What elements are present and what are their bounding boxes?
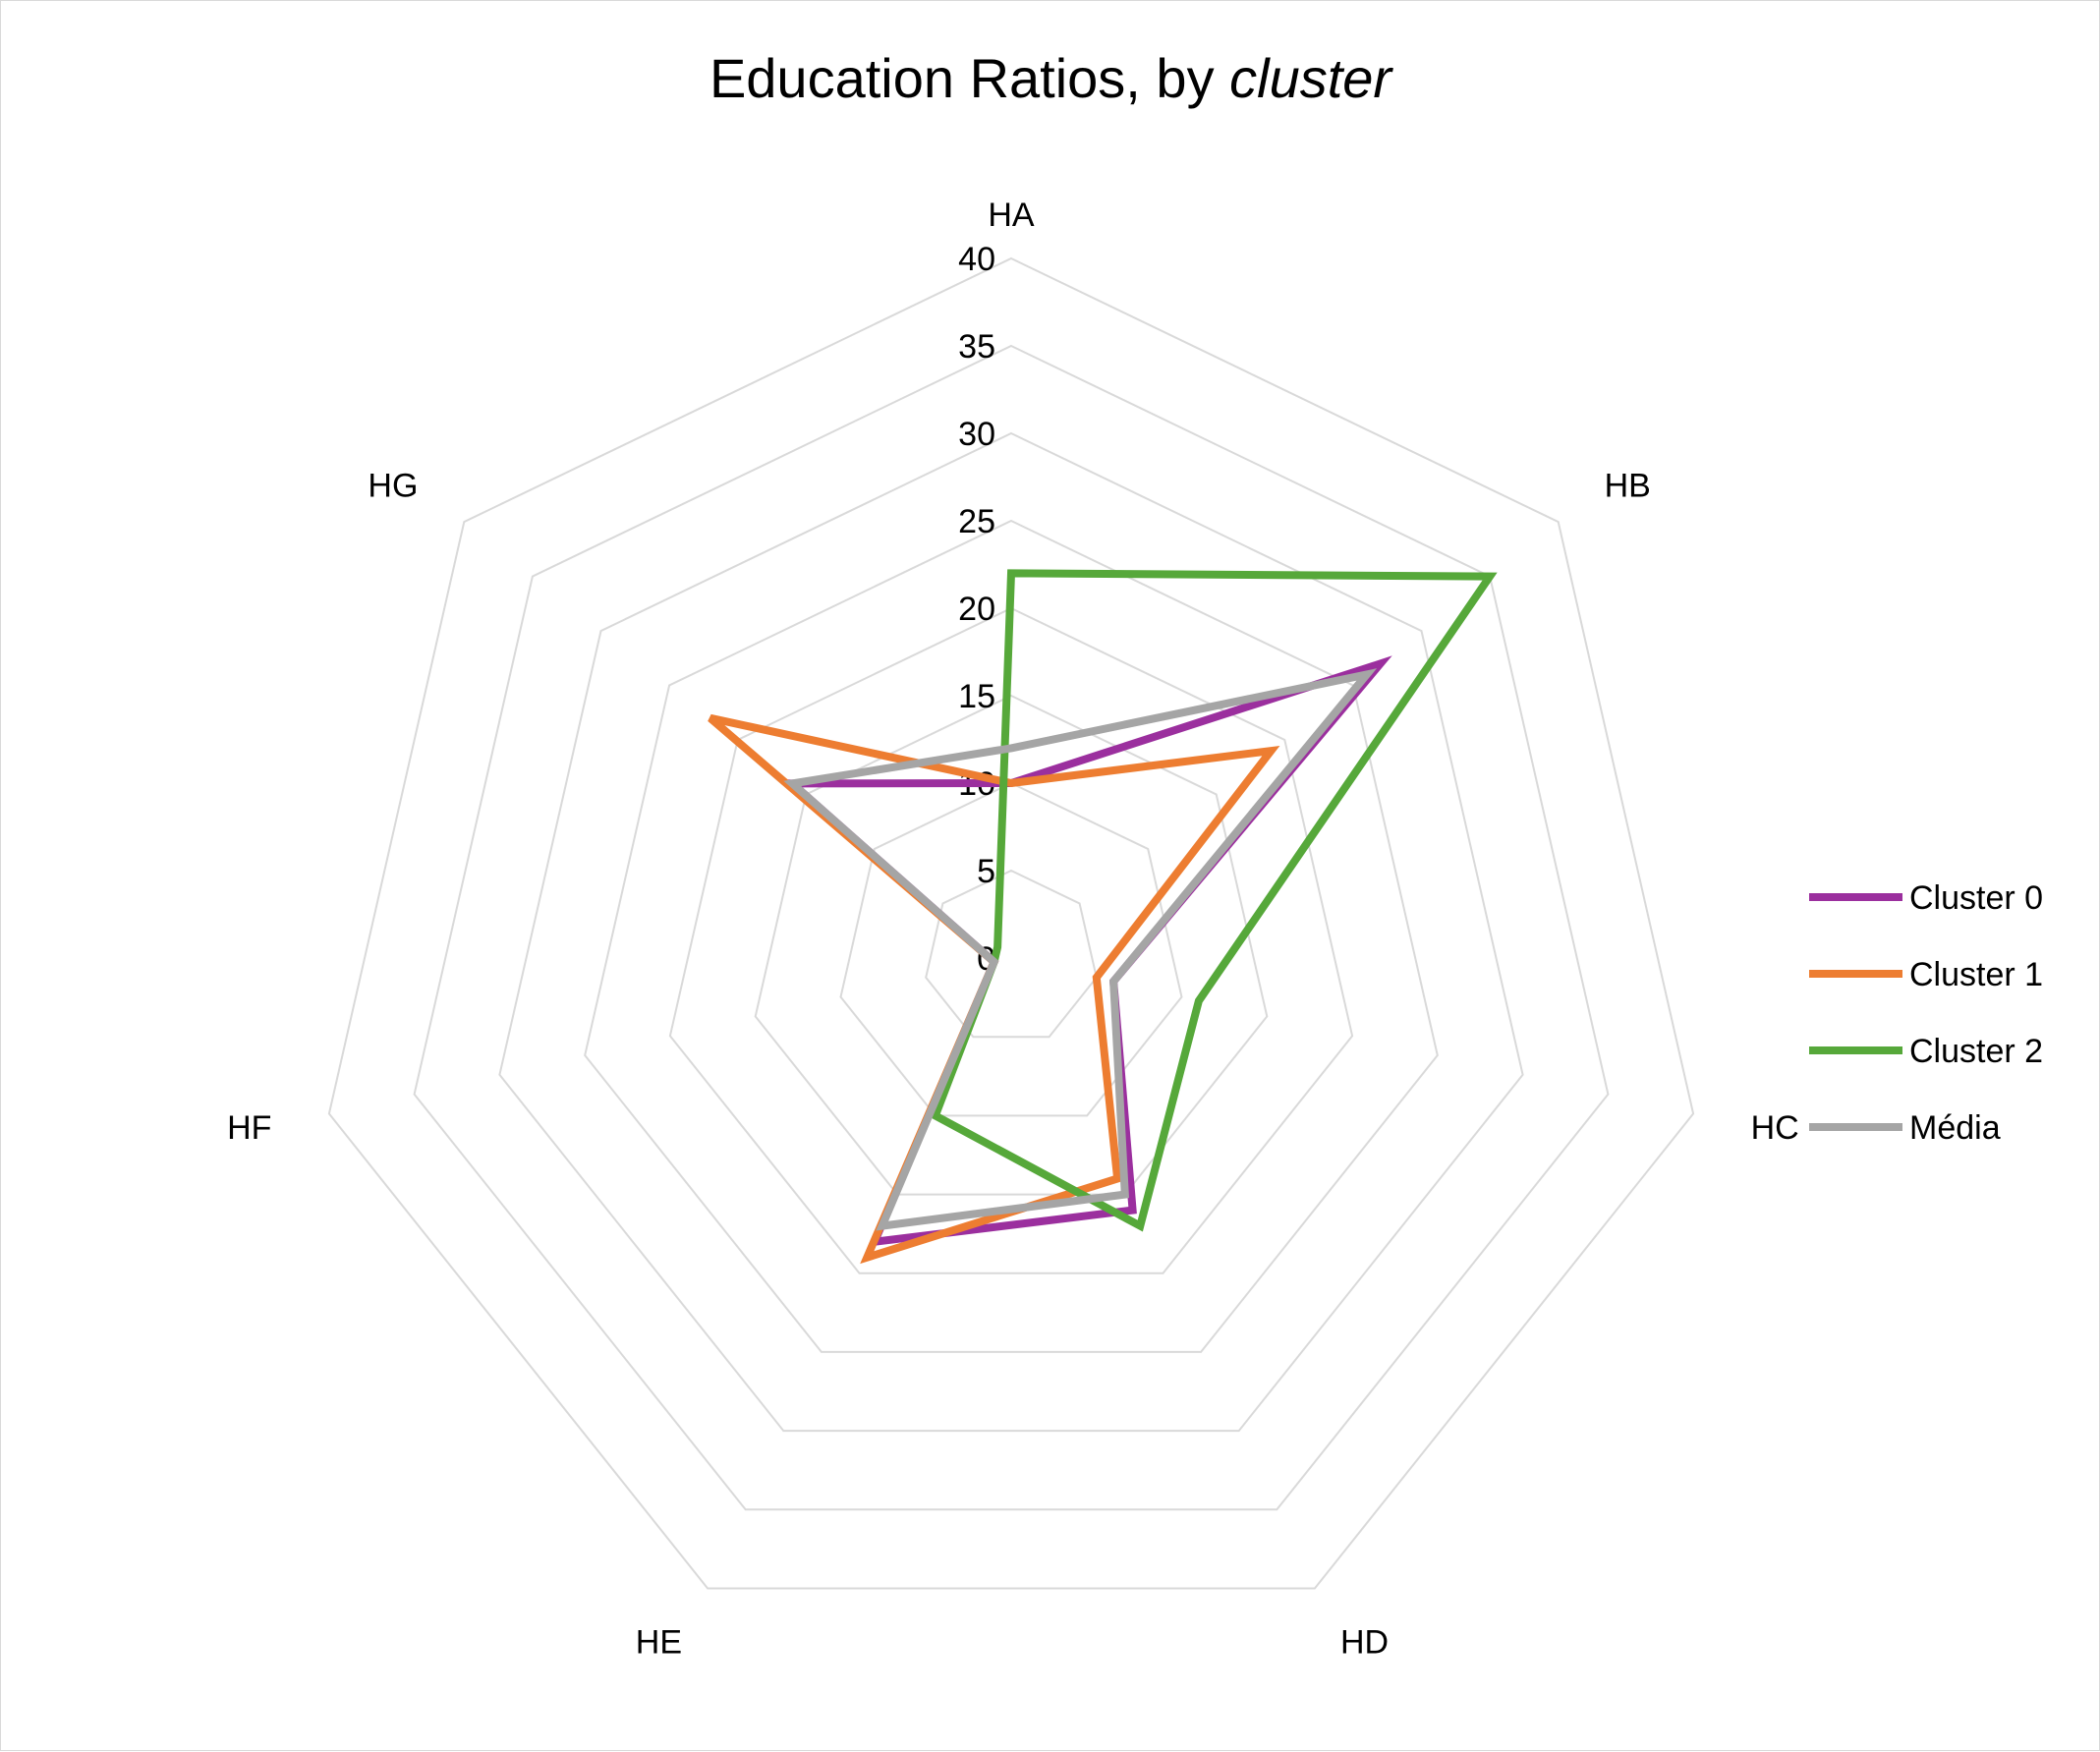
axis-label-hc: HC	[1751, 1109, 1799, 1147]
tick-label: 5	[977, 853, 995, 890]
legend-label: Cluster 2	[1909, 1033, 2043, 1070]
grid-ring	[413, 344, 1610, 1511]
tick-label: 30	[958, 416, 995, 453]
grid-ring	[584, 519, 1439, 1353]
tick-label: 15	[958, 678, 995, 715]
grid-ring	[327, 256, 1695, 1590]
grid-ring	[754, 694, 1269, 1196]
series-line-cluster-2	[930, 569, 1498, 1232]
chart-title: Education Ratios, by cluster	[709, 47, 1393, 109]
tick-label: 35	[958, 328, 995, 366]
grid-ring	[668, 606, 1354, 1274]
legend-label: Média	[1909, 1109, 2001, 1147]
axis-label-hb: HB	[1605, 468, 1651, 505]
axis-label-he: HE	[636, 1624, 682, 1662]
chart-title-main: Education Ratios, by	[709, 47, 1229, 109]
legend-label: Cluster 1	[1909, 956, 2043, 993]
chart-title-italic: cluster	[1229, 47, 1393, 109]
tick-label: 20	[958, 591, 995, 628]
grid-ring	[925, 869, 1098, 1039]
category-axis-labels: HA HB HC HD HE HF HG	[227, 197, 1799, 1662]
grid-ring	[498, 431, 1524, 1433]
grid-ring	[839, 781, 1183, 1117]
axis-label-hd: HD	[1340, 1624, 1389, 1662]
series-line-cluster-1	[708, 713, 1280, 1265]
series-line-cluster-0	[781, 655, 1392, 1247]
tick-label: 40	[958, 241, 995, 278]
series-lines	[708, 569, 1498, 1265]
radar-grid	[327, 256, 1695, 1590]
axis-label-ha: HA	[988, 197, 1035, 234]
legend-label: Cluster 0	[1909, 879, 2043, 917]
axis-label-hg: HG	[368, 468, 418, 505]
legend: Cluster 0 Cluster 1 Cluster 2 Média	[1809, 879, 2043, 1147]
axis-label-hf: HF	[227, 1109, 271, 1147]
tick-label: 25	[958, 503, 995, 540]
series-line-mdia	[783, 668, 1378, 1231]
